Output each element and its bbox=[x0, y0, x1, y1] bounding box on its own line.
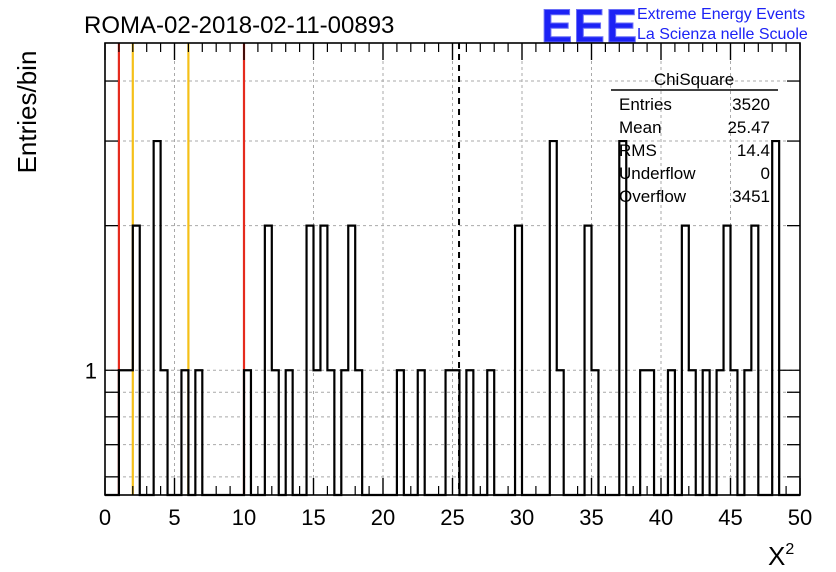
x-tick-label: 45 bbox=[718, 505, 742, 530]
x-tick-label: 15 bbox=[301, 505, 325, 530]
eee-logo-line2: La Scienza nelle Scuole bbox=[637, 26, 808, 43]
stats-title: ChiSquare bbox=[654, 70, 734, 89]
stats-label: Mean bbox=[619, 118, 662, 137]
x-tick-label: 35 bbox=[579, 505, 603, 530]
stats-box: ChiSquare Entries 3520 Mean 25.47 RMS 14.4 Und… bbox=[611, 70, 778, 206]
stats-label: Entries bbox=[619, 95, 672, 114]
x-tick-label: 10 bbox=[232, 505, 256, 530]
tick-labels: 0 5 10 15 20 25 30 35 40 45 50 1 bbox=[85, 358, 812, 530]
eee-logo-line1: Extreme Energy Events bbox=[637, 6, 805, 23]
eee-logo: EEE Extreme Energy Events La Scienza nel… bbox=[541, 0, 808, 53]
x-axis-title-superscript: 2 bbox=[785, 541, 794, 558]
stats-label: RMS bbox=[619, 141, 657, 160]
x-tick-label: 0 bbox=[99, 505, 111, 530]
stats-label: Underflow bbox=[619, 164, 696, 183]
x-axis-title: X2 bbox=[768, 541, 794, 571]
stats-label: Overflow bbox=[619, 187, 687, 206]
x-axis-title-base: X bbox=[768, 541, 785, 571]
stats-value: 25.47 bbox=[727, 118, 770, 137]
x-tick-label: 20 bbox=[371, 505, 395, 530]
stats-value: 14.4 bbox=[737, 141, 770, 160]
y-axis-title: Entries/bin bbox=[12, 51, 42, 174]
x-tick-label: 5 bbox=[168, 505, 180, 530]
axis-ticks bbox=[104, 43, 801, 495]
x-tick-label: 40 bbox=[649, 505, 673, 530]
chart-title: ROMA-02-2018-02-11-00893 bbox=[84, 12, 394, 39]
stats-value: 3451 bbox=[732, 187, 770, 206]
grid bbox=[105, 43, 800, 495]
x-tick-label: 50 bbox=[788, 505, 812, 530]
x-tick-label: 25 bbox=[440, 505, 464, 530]
reference-lines bbox=[117, 43, 461, 495]
stats-value: 3520 bbox=[732, 95, 770, 114]
x-tick-label: 30 bbox=[510, 505, 534, 530]
eee-logo-mark: EEE bbox=[541, 0, 638, 52]
y-tick-label: 1 bbox=[85, 358, 97, 383]
stats-value: 0 bbox=[761, 164, 770, 183]
